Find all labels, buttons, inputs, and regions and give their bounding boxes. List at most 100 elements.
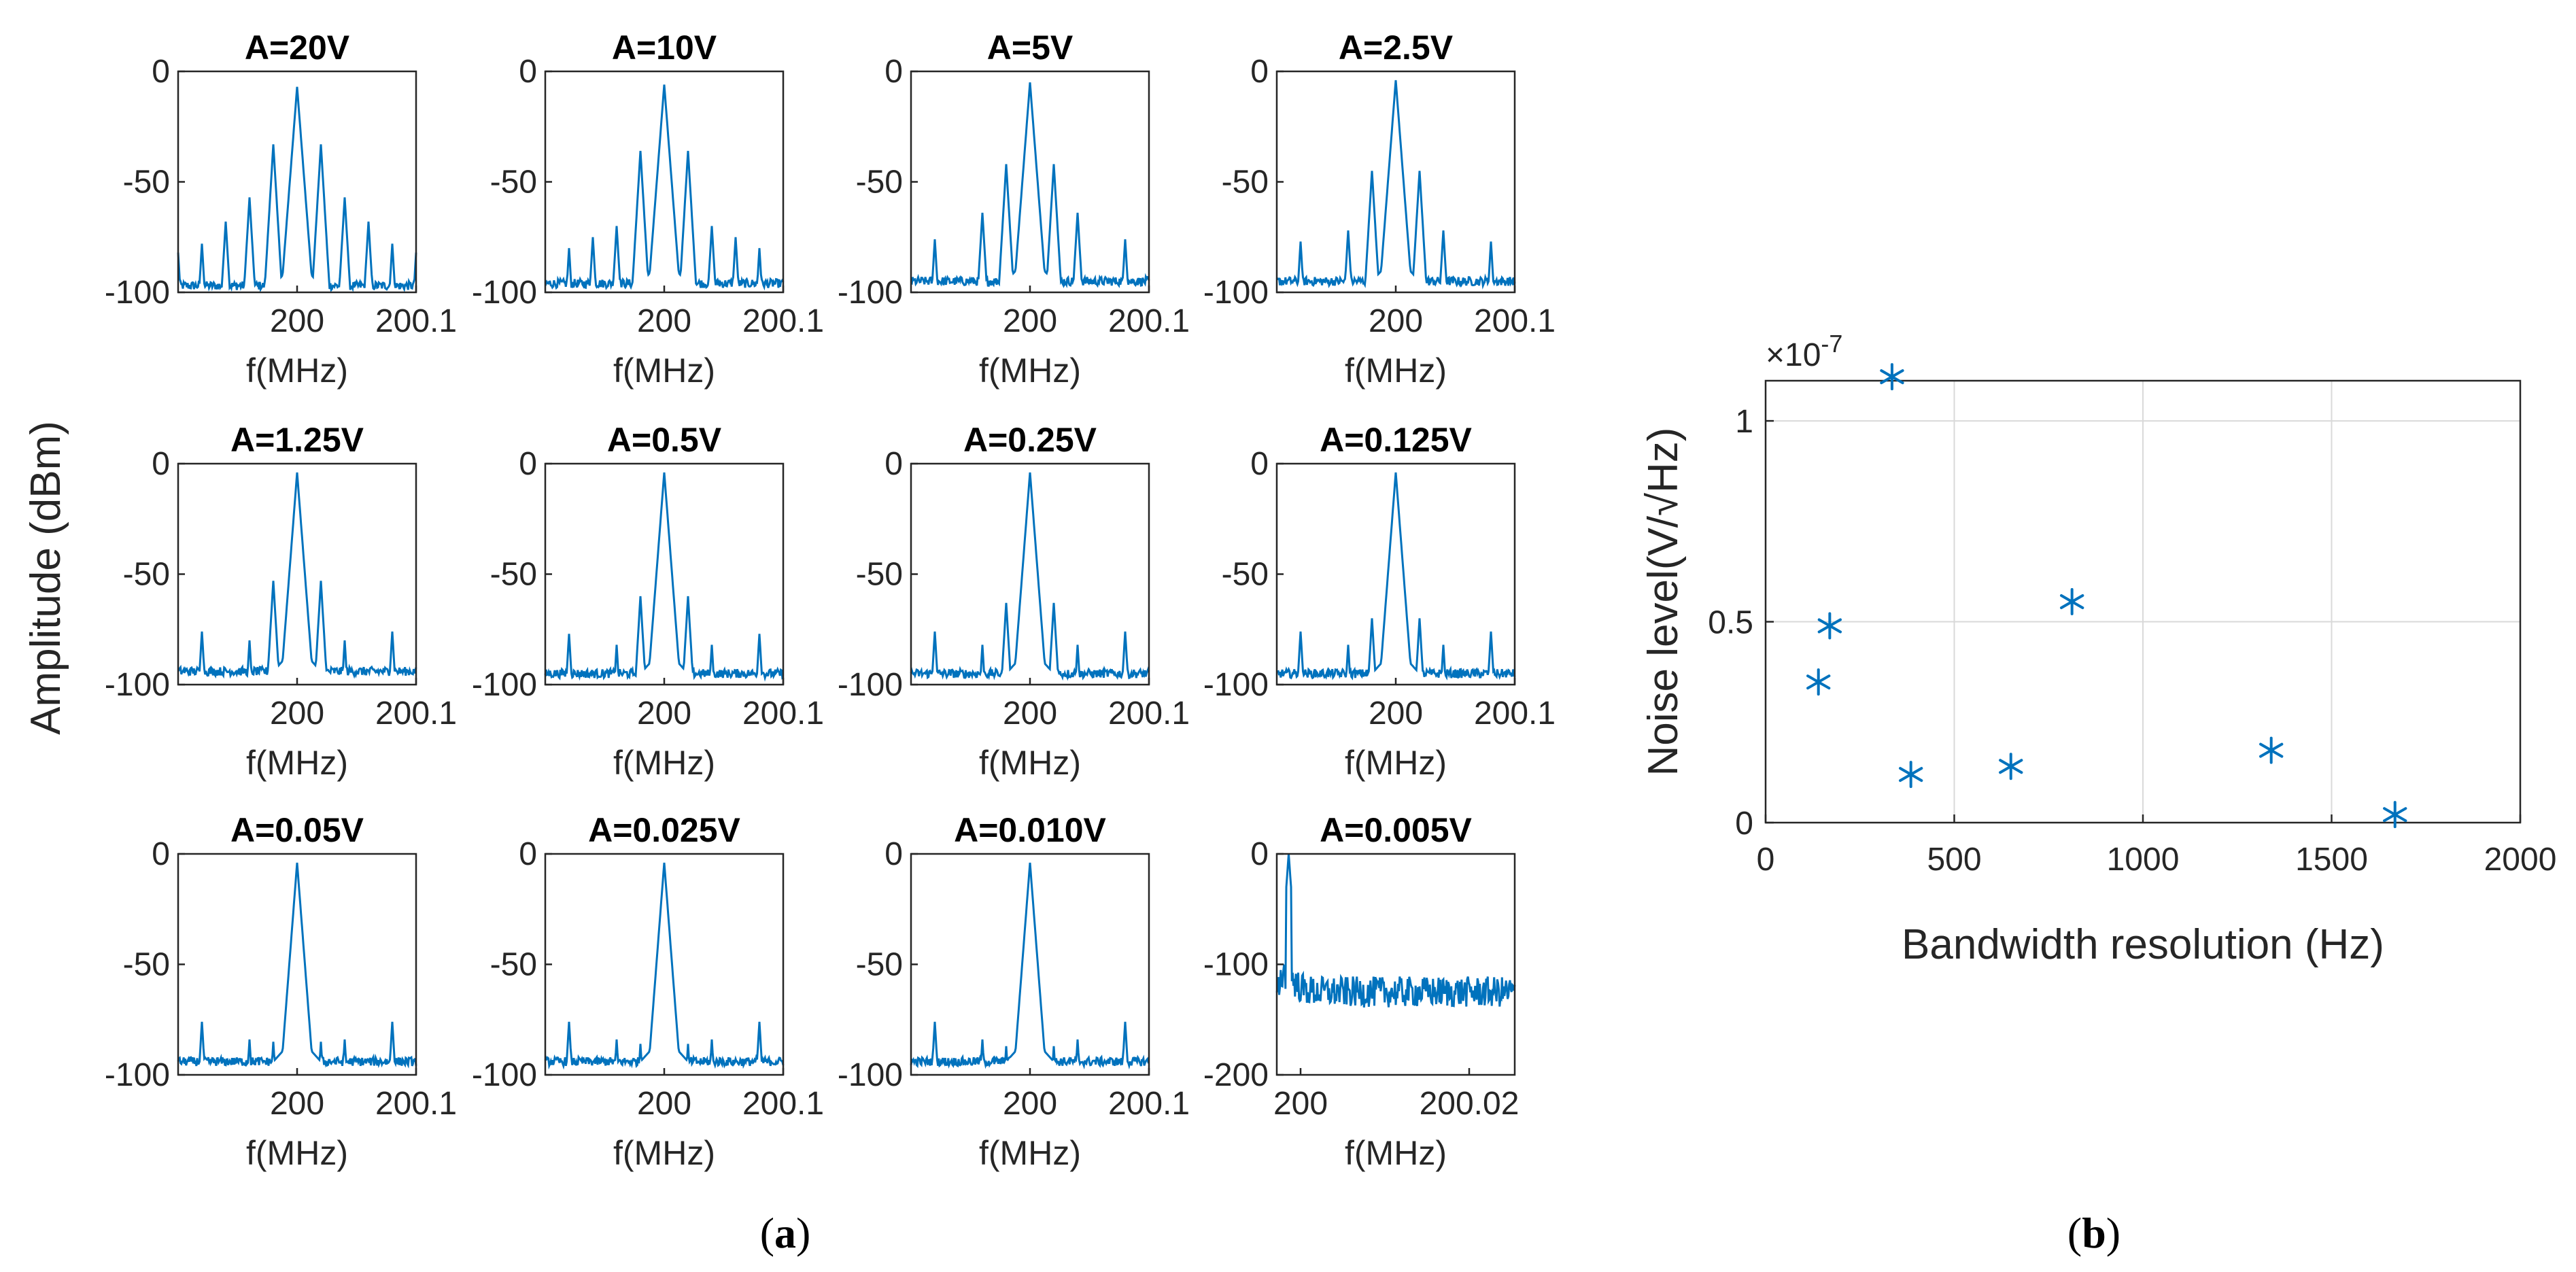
subplot-title: A=2.5V xyxy=(1339,29,1454,67)
data-point xyxy=(2383,801,2407,829)
subplot-title: A=0.25V xyxy=(963,421,1097,459)
spectrum-trace xyxy=(910,862,1150,1070)
caption-b-close-paren: ) xyxy=(2106,1209,2120,1257)
x-tick-label: 200.02 xyxy=(1420,1086,1519,1122)
spectrum-trace xyxy=(177,862,417,1069)
x-tick-label: 500 xyxy=(1927,842,1981,878)
subplot-2: 0 -50 -100 200 200.1 A=10V f(MHz) xyxy=(472,29,824,390)
x-tick-label: 200.1 xyxy=(1108,1086,1190,1122)
x-tick-label: 0 xyxy=(1757,842,1775,878)
subplot-title: A=5V xyxy=(987,29,1074,67)
y-tick-label: 0 xyxy=(1250,54,1269,90)
y-tick-label: -50 xyxy=(1222,165,1269,201)
y-tick-label: 0 xyxy=(885,446,903,482)
y-tick-label: 1 xyxy=(1735,404,1753,440)
x-tick-label: 200.1 xyxy=(375,303,457,339)
x-tick-label: 200 xyxy=(270,303,324,339)
y-tick-label: -100 xyxy=(105,1057,170,1093)
data-point xyxy=(2060,588,2084,615)
x-tick-label: 200 xyxy=(1003,1086,1057,1122)
subplot-xlabel: f(MHz) xyxy=(1345,744,1447,782)
caption-b: (b) xyxy=(2067,1209,2120,1257)
y-tick-label: -50 xyxy=(856,947,903,983)
y-tick-label: -100 xyxy=(1203,667,1269,703)
spectrum-trace xyxy=(544,84,785,291)
y-tick-label: -100 xyxy=(838,667,903,703)
subplot-title: A=0.05V xyxy=(230,811,364,849)
subplot-title: A=10V xyxy=(612,29,717,67)
subplot-3: 0 -50 -100 200 200.1 A=5V f(MHz) xyxy=(838,29,1190,390)
y-exponent-label: ×10-7 xyxy=(1766,330,1842,373)
x-tick-label: 200 xyxy=(270,1086,324,1122)
x-tick-label: 200 xyxy=(637,303,691,339)
subplot-title: A=0.010V xyxy=(954,811,1106,849)
caption-a-close-paren: ) xyxy=(796,1209,810,1257)
spectrum-trace xyxy=(544,862,785,1070)
panel-a-shared-ylabel: Amplitude (dBm) xyxy=(22,421,69,735)
y-tick-label: -50 xyxy=(123,165,170,201)
y-tick-label: -100 xyxy=(472,667,537,703)
y-tick-label: -50 xyxy=(490,557,537,593)
y-tick-label: -50 xyxy=(856,557,903,593)
subplot-xlabel: f(MHz) xyxy=(246,1134,348,1172)
x-tick-label: 1000 xyxy=(2107,842,2180,878)
subplot-11: 0 -50 -100 200 200.1 A=0.010V f(MHz) xyxy=(838,811,1190,1172)
data-point xyxy=(1806,668,1831,696)
spectrum-trace xyxy=(910,82,1150,289)
spectrum-trace xyxy=(544,472,784,682)
subplot-title: A=0.5V xyxy=(607,421,722,459)
x-tick-label: 200.1 xyxy=(1474,695,1556,732)
panel-b-noise-scatter: 0 500 1000 1500 2000 0 0.5 1 ×10-7 Bandwidth reso… xyxy=(1640,330,2556,968)
panel-a-spectra: 0 -50 -100 200 200.1 A=20V f(MHz) 0 -50 -100 200 20… xyxy=(105,29,1556,1172)
y-tick-label: -50 xyxy=(856,165,903,201)
subplot-title: A=1.25V xyxy=(230,421,364,459)
subplot-9: 0 -50 -100 200 200.1 A=0.05V f(MHz) xyxy=(105,811,457,1172)
caption-a: (a) xyxy=(760,1209,811,1257)
y-tick-label: 0 xyxy=(152,446,170,482)
subplot-xlabel: f(MHz) xyxy=(246,351,348,390)
spectrum-trace xyxy=(1275,853,1516,1008)
y-tick-label: 0 xyxy=(152,836,170,872)
subplot-xlabel: f(MHz) xyxy=(979,1134,1081,1172)
subplot-xlabel: f(MHz) xyxy=(979,351,1081,390)
x-tick-label: 200 xyxy=(1273,1086,1328,1122)
caption-b-letter: b xyxy=(2082,1209,2106,1257)
y-tick-label: -50 xyxy=(490,165,537,201)
svg-text:(b): (b) xyxy=(2067,1209,2120,1257)
x-tick-label: 200 xyxy=(1369,303,1423,339)
subplot-xlabel: f(MHz) xyxy=(1345,1134,1447,1172)
data-point xyxy=(1899,761,1923,789)
caption-a-open-paren: ( xyxy=(760,1209,774,1257)
spectrum-trace xyxy=(177,86,417,293)
subplot-xlabel: f(MHz) xyxy=(246,744,348,782)
y-tick-label: -100 xyxy=(105,667,170,703)
data-point xyxy=(1999,753,2023,780)
x-tick-label: 2000 xyxy=(2484,842,2557,878)
data-point xyxy=(1817,612,1842,640)
y-tick-label: -100 xyxy=(838,1057,903,1093)
subplot-xlabel: f(MHz) xyxy=(613,744,715,782)
x-tick-label: 200 xyxy=(270,695,324,732)
x-tick-label: 200.1 xyxy=(1474,303,1556,339)
data-point xyxy=(1880,363,1904,391)
x-tick-label: 200.1 xyxy=(1108,303,1190,339)
x-tick-label: 200 xyxy=(1369,695,1423,732)
y-tick-label: 0 xyxy=(1250,446,1269,482)
y-tick-label: 0 xyxy=(519,836,537,872)
x-tick-label: 200 xyxy=(637,1086,691,1122)
spectrum-trace xyxy=(1275,80,1516,290)
subplot-5: 0 -50 -100 200 200.1 A=1.25V f(MHz) xyxy=(105,421,457,782)
y-tick-label: 0 xyxy=(152,54,170,90)
data-point xyxy=(2259,736,2284,764)
y-tick-label: -100 xyxy=(472,275,537,311)
subplot-6: 0 -50 -100 200 200.1 A=0.5V f(MHz) xyxy=(472,421,824,782)
x-tick-label: 200.1 xyxy=(742,303,824,339)
y-tick-label: 0 xyxy=(519,54,537,90)
y-tick-label: 0 xyxy=(1735,806,1753,842)
y-tick-label: -50 xyxy=(123,557,170,593)
x-tick-label: 200.1 xyxy=(375,1086,457,1122)
subplot-1: 0 -50 -100 200 200.1 A=20V f(MHz) xyxy=(105,29,457,390)
x-tick-label: 200.1 xyxy=(375,695,457,732)
